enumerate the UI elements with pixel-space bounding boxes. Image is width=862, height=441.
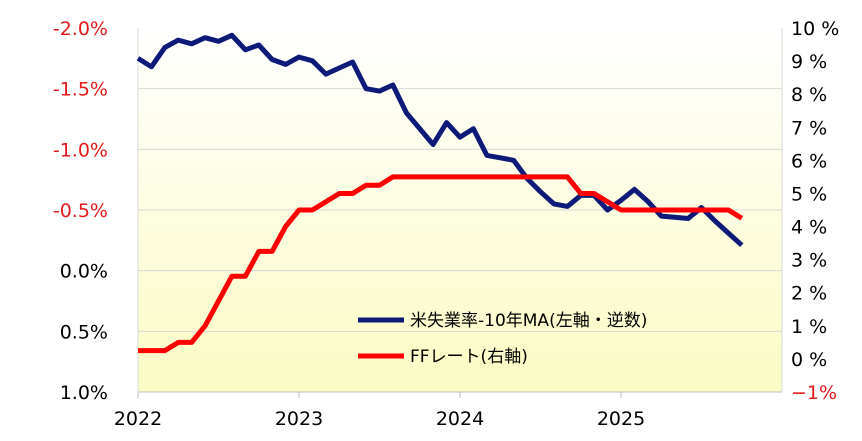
series-line-1 xyxy=(138,174,744,354)
right-tick-label: 1 % xyxy=(791,316,827,338)
legend-label-unemployment: 米失業率-10年MA(左軸・逆数) xyxy=(410,311,647,331)
left-tick-label: 0.5% xyxy=(60,321,108,343)
right-tick-label: 7 % xyxy=(791,117,827,139)
left-axis: -2.0% -1.5% -1.0% -0.5% 0.0% 0.5% 1.0% xyxy=(53,18,108,404)
left-tick-label: -1.5% xyxy=(53,79,108,101)
series-line-0 xyxy=(136,32,744,248)
x-tick-label: 2022 xyxy=(114,408,162,430)
left-tick-label: -1.0% xyxy=(53,139,108,161)
right-tick-label: 8 % xyxy=(791,84,827,106)
left-tick-label: -0.5% xyxy=(53,200,108,222)
legend-label-ffrate: FFレート(右軸) xyxy=(410,347,528,367)
right-tick-label: 6 % xyxy=(791,150,827,172)
right-tick-label: 9 % xyxy=(791,51,827,73)
left-tick-label: 0.0% xyxy=(60,261,108,283)
series-group xyxy=(136,32,744,354)
x-tick-label: 2023 xyxy=(275,408,323,430)
x-tick-label: 2024 xyxy=(436,408,484,430)
right-tick-label: 5 % xyxy=(791,183,827,205)
right-tick-label: 2 % xyxy=(791,283,827,305)
right-tick-label: 4 % xyxy=(791,217,827,239)
right-tick-label: 3 % xyxy=(791,250,827,272)
x-axis: 2022 2023 2024 2025 xyxy=(114,392,645,430)
left-tick-label: 1.0% xyxy=(60,382,108,404)
right-axis: 10 % 9 % 8 % 7 % 6 % 5 % 4 % 3 % 2 % 1 % 0 % −1% xyxy=(791,18,839,404)
right-tick-label: 10 % xyxy=(791,18,839,40)
legend: 米失業率-10年MA(左軸・逆数) FFレート(右軸) xyxy=(358,311,647,367)
right-tick-label: −1% xyxy=(791,382,837,404)
right-tick-label: 0 % xyxy=(791,349,827,371)
x-tick-label: 2025 xyxy=(597,408,645,430)
left-tick-label: -2.0% xyxy=(53,18,108,40)
